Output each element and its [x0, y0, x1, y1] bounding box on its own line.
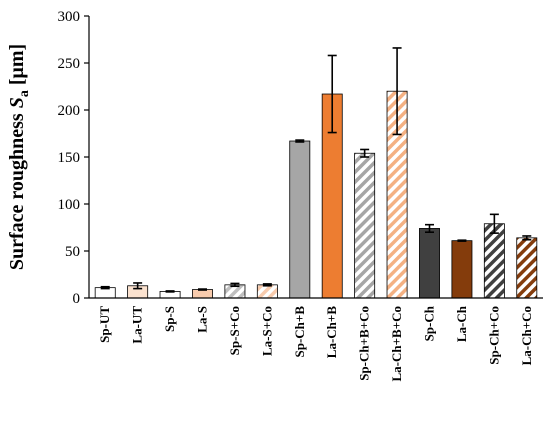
x-tick-label: Sp-Ch+B+Co: [357, 306, 372, 381]
y-axis-label: Surface roughness Sa [μm]: [6, 44, 32, 270]
x-tick-label: La-Ch+B: [324, 306, 339, 359]
y-tick-label: 50: [65, 244, 80, 260]
y-tick-label: 150: [58, 150, 81, 166]
y-tick-label: 300: [58, 9, 81, 25]
x-tick-label: La-S+Co: [259, 306, 274, 356]
x-tick-label: Sp-S: [162, 306, 177, 332]
x-tick-label: La-Ch+Co: [519, 306, 534, 365]
axes-layer: [88, 16, 543, 299]
bar: [516, 237, 538, 299]
x-tick-label: La-Ch: [454, 305, 469, 342]
y-axis-label-subscript: a: [17, 90, 32, 97]
y-tick-label: 200: [58, 103, 81, 119]
bar: [419, 228, 440, 299]
x-tick-label: Sp-Ch+B: [292, 306, 307, 358]
y-tick-label: 0: [73, 291, 81, 307]
bar: [256, 284, 278, 299]
bar: [451, 240, 473, 299]
x-tick-label: La-UT: [130, 306, 145, 344]
bar: [289, 140, 311, 299]
error-bars-layer: [100, 47, 532, 293]
x-tick-label: Sp-S+Co: [227, 306, 242, 355]
x-tick-label: Sp-Ch+Co: [486, 306, 501, 365]
bar: [354, 152, 376, 299]
y-ticks-layer: 0 50 100 150 200 250 300: [58, 9, 89, 307]
y-axis-label-symbol: S: [6, 97, 28, 108]
y-tick-label: 250: [58, 56, 81, 72]
x-tick-labels-layer: Sp-UT La-UT Sp-S La-S Sp-S+Co La-S+Co Sp-Ch+B L…: [97, 305, 534, 381]
bars-layer: [94, 90, 538, 299]
x-tick-label: La-S: [195, 306, 210, 333]
y-tick-label: 100: [58, 197, 81, 213]
y-axis-label-main: Surface roughness: [6, 108, 28, 270]
x-tick-label: Sp-Ch: [422, 305, 437, 341]
bar: [483, 223, 505, 299]
x-tick-label: La-Ch+B+Co: [389, 306, 404, 382]
y-axis-label-unit: [μm]: [6, 44, 28, 90]
x-tick-label: Sp-UT: [97, 306, 112, 343]
